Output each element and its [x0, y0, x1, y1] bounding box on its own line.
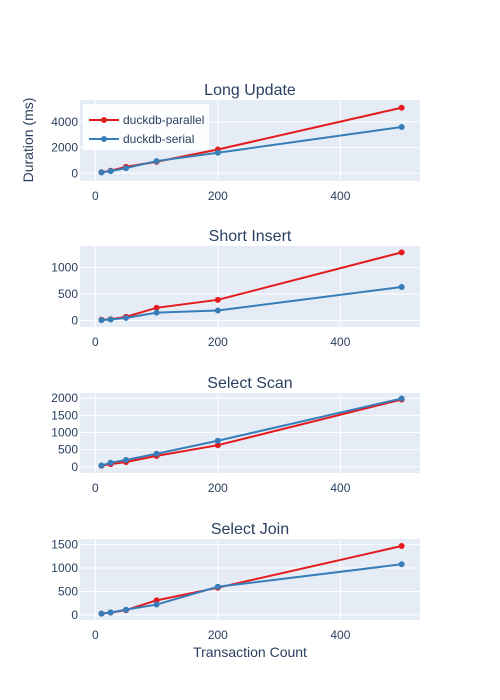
y-tick-label: 1000 — [51, 561, 78, 575]
x-tick-label: 0 — [92, 335, 99, 349]
x-tick-label: 200 — [208, 189, 228, 203]
data-point — [214, 583, 221, 590]
y-tick-label: 2000 — [51, 141, 78, 155]
data-point — [214, 307, 221, 314]
x-tick-label: 400 — [330, 189, 350, 203]
y-tick-label: 1500 — [51, 408, 78, 422]
y-axis-title: Duration (ms) — [20, 98, 36, 183]
x-tick-label: 200 — [208, 481, 228, 495]
legend-label: duckdb-serial — [123, 132, 194, 146]
y-tick-label: 2000 — [51, 391, 78, 405]
data-point — [398, 543, 405, 550]
y-tick-label: 0 — [71, 460, 78, 474]
y-tick-label: 500 — [58, 584, 78, 598]
y-tick-label: 500 — [58, 287, 78, 301]
data-point — [122, 606, 129, 613]
data-point — [98, 462, 105, 469]
data-point — [122, 165, 129, 172]
y-tick-label: 1500 — [51, 538, 78, 552]
y-tick-label: 500 — [58, 443, 78, 457]
data-point — [398, 104, 405, 111]
subplot-title-select-join: Select Join — [211, 521, 289, 538]
subplot-title-select-scan: Select Scan — [207, 375, 292, 392]
x-tick-label: 0 — [92, 189, 99, 203]
y-tick-label: 4000 — [51, 115, 78, 129]
data-point — [398, 124, 405, 130]
y-tick-label: 1000 — [51, 260, 78, 274]
x-tick-label: 0 — [92, 481, 99, 495]
data-point — [98, 169, 105, 176]
data-point — [107, 168, 114, 175]
y-tick-label: 0 — [71, 608, 78, 622]
data-point — [107, 609, 114, 616]
x-tick-label: 0 — [92, 628, 99, 642]
data-point — [398, 249, 405, 256]
y-tick-label: 0 — [71, 166, 78, 180]
x-tick-label: 400 — [330, 481, 350, 495]
data-point — [214, 437, 221, 444]
data-point — [98, 317, 105, 324]
y-tick-label: 1000 — [51, 425, 78, 439]
data-point — [122, 314, 129, 321]
legend-label: duckdb-parallel — [123, 113, 204, 127]
subplot-title-short-insert: Short Insert — [209, 228, 292, 245]
x-tick-label: 400 — [330, 335, 350, 349]
x-tick-label: 200 — [208, 628, 228, 642]
data-point — [153, 597, 160, 604]
data-point — [214, 149, 221, 156]
data-point — [214, 442, 221, 449]
data-point — [153, 601, 160, 608]
x-tick-label: 200 — [208, 335, 228, 349]
data-point — [398, 284, 405, 291]
data-point — [398, 561, 405, 568]
x-axis-title: Transaction Count — [193, 644, 307, 660]
data-point — [107, 459, 114, 466]
subplot-title-long-update: Long Update — [204, 82, 296, 99]
data-point — [153, 158, 160, 165]
data-point — [153, 304, 160, 311]
data-point — [153, 309, 160, 316]
legend-swatch-marker — [101, 136, 107, 142]
y-tick-label: 0 — [71, 314, 78, 328]
data-point — [98, 610, 105, 617]
legend-swatch-marker — [101, 117, 107, 123]
legend-box — [83, 104, 209, 150]
data-point — [122, 456, 129, 463]
data-point — [107, 316, 114, 323]
x-tick-label: 400 — [330, 628, 350, 642]
data-point — [214, 296, 221, 303]
data-point — [153, 450, 160, 457]
data-point — [398, 395, 405, 402]
